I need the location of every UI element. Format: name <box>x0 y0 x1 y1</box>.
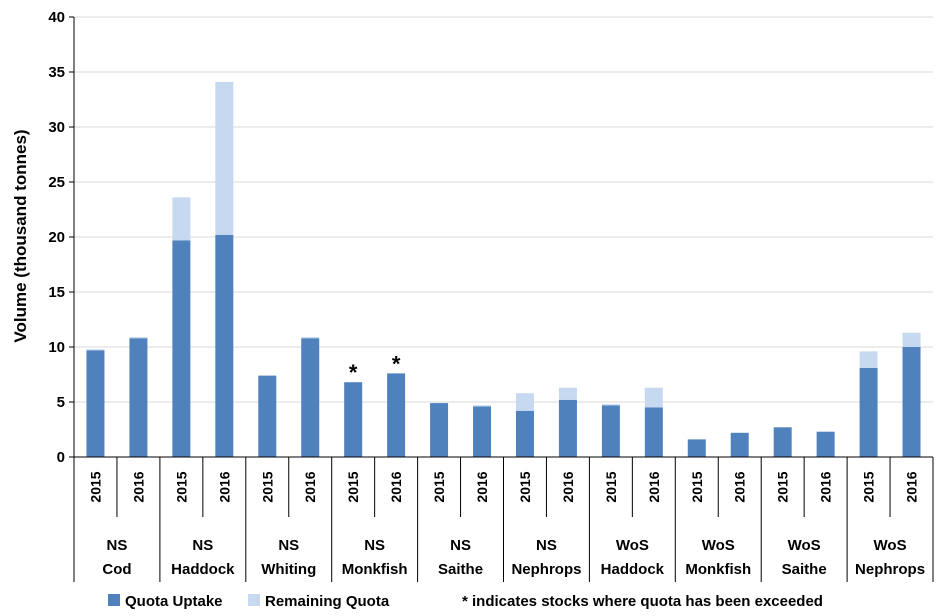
x-group-label: Haddock <box>171 561 235 578</box>
x-tick-label-year: 2015 <box>517 471 533 502</box>
bar-quota-uptake <box>129 338 148 457</box>
x-tick-label-year: 2015 <box>431 471 447 502</box>
bar-remaining-quota <box>172 197 191 241</box>
bar-quota-uptake <box>601 405 620 457</box>
legend-swatch-remaining-quota <box>248 594 260 606</box>
x-group-label: NS <box>192 537 213 554</box>
bar-quota-uptake <box>172 240 191 457</box>
x-group-label: WoS <box>788 537 821 554</box>
x-group-label: Nephrops <box>855 561 925 578</box>
x-tick-label-year: 2016 <box>302 471 318 502</box>
bars: * * <box>86 81 921 457</box>
x-tick-label-year: 2016 <box>732 471 748 502</box>
x-group-label: Nephrops <box>511 561 581 578</box>
x-tick-label-year: 2015 <box>87 471 103 502</box>
x-group-label: NS <box>364 537 385 554</box>
x-group-label: Monkfish <box>685 561 751 578</box>
bar-quota-uptake <box>687 439 706 457</box>
bar-quota-uptake <box>86 350 105 457</box>
y-tick-label: 40 <box>48 9 65 26</box>
bar-remaining-quota <box>902 332 921 347</box>
bar-remaining-quota <box>558 387 577 400</box>
x-group-label: Cod <box>102 561 131 578</box>
bar-quota-uptake <box>902 347 921 457</box>
gridlines <box>74 16 933 403</box>
y-tick-label: 0 <box>57 449 65 466</box>
bar-remaining-quota <box>601 404 620 406</box>
x-group-label: NS <box>278 537 299 554</box>
x-tick-label-year: 2015 <box>345 471 361 502</box>
y-tick-label: 10 <box>48 339 65 356</box>
x-group-label: Haddock <box>601 561 665 578</box>
legend-swatch-quota-uptake <box>108 594 120 606</box>
bar-quota-uptake <box>473 406 492 457</box>
bar-quota-uptake <box>301 338 320 457</box>
y-tick-label: 35 <box>48 64 65 81</box>
x-group-label: NS <box>450 537 471 554</box>
x-group-label: Saithe <box>782 561 827 578</box>
bar-quota-uptake <box>515 410 534 457</box>
x-axis: 2015 2016 NS Cod 2015 2016 NS Haddock 2015 2016 NS… <box>73 456 934 582</box>
exceeded-marker: * <box>392 351 401 376</box>
x-tick-label-year: 2016 <box>130 471 146 502</box>
bar-remaining-quota <box>644 387 663 408</box>
x-tick-label-year: 2016 <box>388 471 404 502</box>
legend: Quota Uptake Remaining Quota * indicates… <box>108 593 823 610</box>
x-tick-label-year: 2016 <box>474 471 490 502</box>
x-group-label: WoS <box>702 537 735 554</box>
x-tick-label-year: 2016 <box>646 471 662 502</box>
x-tick-label-year: 2015 <box>689 471 705 502</box>
bar-quota-uptake <box>258 375 277 457</box>
bar-quota-uptake <box>387 373 406 457</box>
bar-remaining-quota <box>301 337 320 339</box>
x-tick-label-year: 2016 <box>904 471 920 502</box>
x-group-label: NS <box>536 537 557 554</box>
x-group-label: NS <box>107 537 128 554</box>
bar-quota-uptake <box>344 382 363 457</box>
x-group-label: WoS <box>874 537 907 554</box>
x-tick-label-year: 2016 <box>560 471 576 502</box>
bar-quota-uptake <box>644 407 663 457</box>
x-tick-label-year: 2015 <box>173 471 189 502</box>
y-axis-label: Volume (thousand tonnes) <box>11 129 30 342</box>
bar-remaining-quota <box>473 405 492 407</box>
bar-quota-uptake <box>773 427 792 457</box>
legend-label-quota-uptake: Quota Uptake <box>125 593 223 610</box>
y-tick-label: 25 <box>48 174 65 191</box>
x-tick-label-year: 2015 <box>861 471 877 502</box>
x-group-label: Saithe <box>438 561 483 578</box>
bar-remaining-quota <box>859 351 878 368</box>
x-tick-label-year: 2015 <box>259 471 275 502</box>
bar-quota-uptake <box>430 403 449 457</box>
y-tick-label: 30 <box>48 119 65 136</box>
bar-quota-uptake <box>816 431 835 457</box>
y-tick-label: 20 <box>48 229 65 246</box>
bar-quota-uptake <box>215 234 234 457</box>
x-group-label: Whiting <box>261 561 316 578</box>
bar-remaining-quota <box>215 81 234 235</box>
x-group-label: WoS <box>616 537 649 554</box>
y-axis: 0 5 10 15 20 25 30 35 40 <box>48 9 75 466</box>
bar-quota-uptake <box>558 399 577 457</box>
x-tick-label-year: 2016 <box>216 471 232 502</box>
bar-remaining-quota <box>86 349 105 351</box>
x-tick-label-year: 2016 <box>818 471 834 502</box>
x-tick-label-year: 2015 <box>775 471 791 502</box>
x-tick-label-year: 2015 <box>603 471 619 502</box>
legend-note: * indicates stocks where quota has been … <box>462 593 823 610</box>
bar-quota-uptake <box>730 432 749 457</box>
bar-remaining-quota <box>129 337 148 339</box>
exceeded-marker: * <box>349 360 358 385</box>
bar-quota-uptake <box>859 367 878 457</box>
legend-label-remaining-quota: Remaining Quota <box>265 593 390 610</box>
y-tick-label: 15 <box>48 284 65 301</box>
bar-remaining-quota <box>515 393 534 411</box>
x-group-label: Monkfish <box>342 561 408 578</box>
y-tick-label: 5 <box>57 394 65 411</box>
